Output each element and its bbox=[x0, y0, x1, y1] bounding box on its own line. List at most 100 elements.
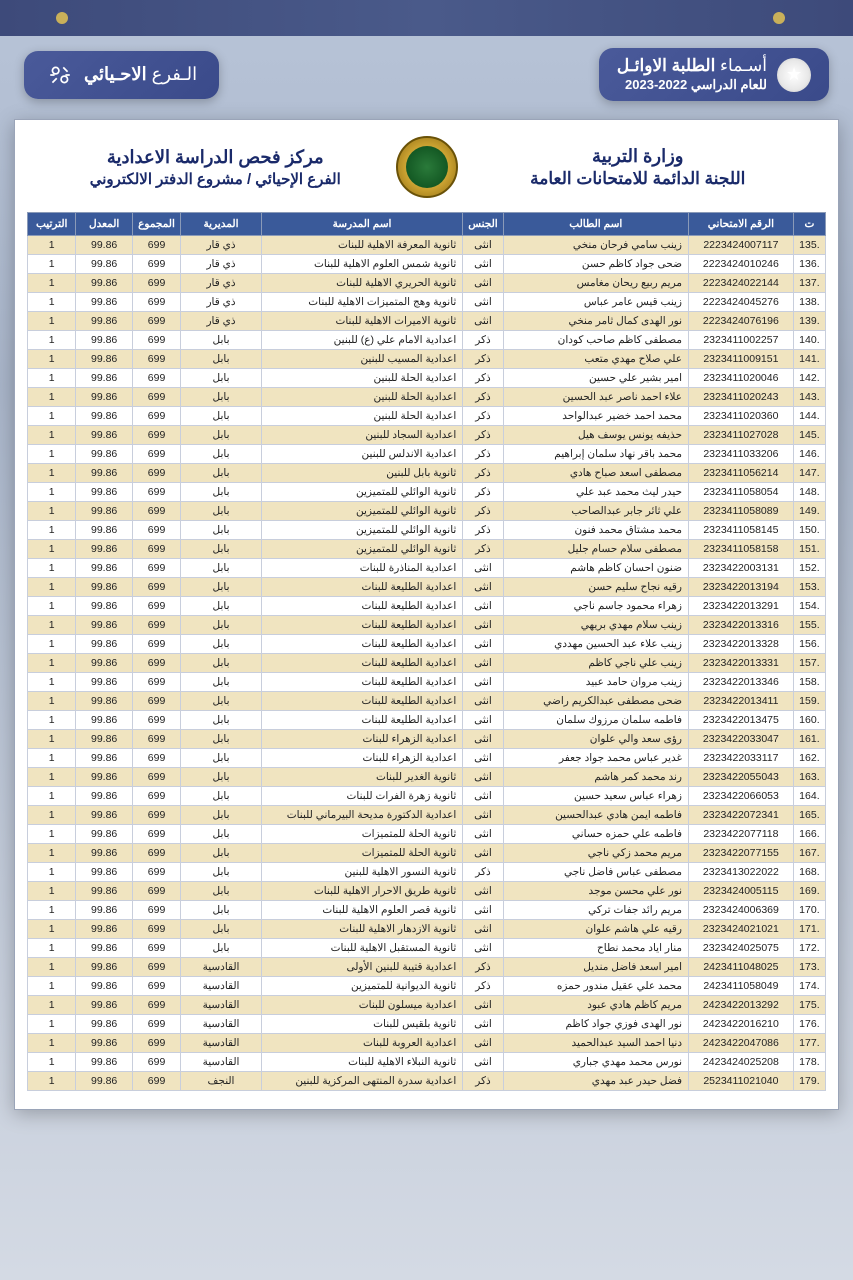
cell-rank: 1 bbox=[28, 749, 76, 768]
cell-name: ضنون احسان كاظم هاشم bbox=[503, 559, 688, 578]
cell-rank: 1 bbox=[28, 882, 76, 901]
cell-name: رؤى سعد والي علوان bbox=[503, 730, 688, 749]
table-row: .1662323422077118فاطمه علي حمزه حسانيانث… bbox=[28, 825, 826, 844]
cell-gender: انثى bbox=[463, 768, 503, 787]
cell-seq: .146 bbox=[793, 445, 825, 464]
cell-gender: ذكر bbox=[463, 977, 503, 996]
table-row: .1772423422047086دنيا احمد السيد عبدالحم… bbox=[28, 1034, 826, 1053]
cell-gender: ذكر bbox=[463, 863, 503, 882]
cell-total: 699 bbox=[132, 312, 180, 331]
cell-rank: 1 bbox=[28, 806, 76, 825]
cell-school: ثانوية الغدير للبنات bbox=[261, 768, 463, 787]
table-body: .1352223424007117زينب سامي فرحان منخيانث… bbox=[28, 236, 826, 1091]
cell-rank: 1 bbox=[28, 939, 76, 958]
cell-exam: 2223424022144 bbox=[689, 274, 794, 293]
table-row: .1742423411058049محمد علي عقيل مندور حمز… bbox=[28, 977, 826, 996]
cell-exam: 2323422013291 bbox=[689, 597, 794, 616]
cell-dir: بابل bbox=[181, 521, 262, 540]
table-row: .1522323422003131ضنون احسان كاظم هاشمانث… bbox=[28, 559, 826, 578]
cell-seq: .143 bbox=[793, 388, 825, 407]
cell-rank: 1 bbox=[28, 825, 76, 844]
branch-banner: الـفرع الاحـيائي bbox=[24, 51, 219, 99]
cell-gender: انثى bbox=[463, 559, 503, 578]
cell-school: ثانوية وهج المتميزات الاهلية للبنات bbox=[261, 293, 463, 312]
branch-text: الـفرع الاحـيائي bbox=[84, 64, 197, 85]
cell-school: ثانوية المعرفة الاهلية للبنات bbox=[261, 236, 463, 255]
cell-dir: ذي قار bbox=[181, 293, 262, 312]
cell-gender: ذكر bbox=[463, 369, 503, 388]
table-row: .1562323422013328زينب علاء عبد الحسين مه… bbox=[28, 635, 826, 654]
cell-name: مصطفى سلام حسام جليل bbox=[503, 540, 688, 559]
cell-seq: .166 bbox=[793, 825, 825, 844]
cell-exam: 2323422072341 bbox=[689, 806, 794, 825]
branch-bold: الاحـيائي bbox=[84, 64, 147, 84]
cell-total: 699 bbox=[132, 540, 180, 559]
cell-avg: 99.86 bbox=[76, 977, 132, 996]
cell-total: 699 bbox=[132, 768, 180, 787]
cell-exam: 2323411002257 bbox=[689, 331, 794, 350]
cell-seq: .145 bbox=[793, 426, 825, 445]
cell-seq: .149 bbox=[793, 502, 825, 521]
cell-name: زينب قيس عامر عباس bbox=[503, 293, 688, 312]
cell-total: 699 bbox=[132, 977, 180, 996]
cell-seq: .152 bbox=[793, 559, 825, 578]
cell-total: 699 bbox=[132, 711, 180, 730]
students-table: ت الرقم الامتحاني اسم الطالب الجنس اسم ا… bbox=[27, 212, 826, 1091]
cell-school: اعدادية سدرة المنتهى المركزية للبنين bbox=[261, 1072, 463, 1091]
cell-total: 699 bbox=[132, 597, 180, 616]
cell-exam: 2323422013411 bbox=[689, 692, 794, 711]
cell-gender: ذكر bbox=[463, 445, 503, 464]
title-banner: ★ أسـماء الطلبة الاوائـل للعام الدراسي 2… bbox=[599, 48, 829, 101]
table-row: .1432323411020243علاء احمد ناصر عبد الحس… bbox=[28, 388, 826, 407]
cell-total: 699 bbox=[132, 1072, 180, 1091]
cell-avg: 99.86 bbox=[76, 502, 132, 521]
table-row: .1542323422013291زهراء محمود جاسم ناجيان… bbox=[28, 597, 826, 616]
table-row: .1572323422013331زينب علي ناجي كاظمانثىا… bbox=[28, 654, 826, 673]
cell-gender: ذكر bbox=[463, 388, 503, 407]
table-row: .1762423422016210نور الهدى فوزي جواد كاظ… bbox=[28, 1015, 826, 1034]
cell-total: 699 bbox=[132, 749, 180, 768]
cell-exam: 2323422066053 bbox=[689, 787, 794, 806]
cell-rank: 1 bbox=[28, 293, 76, 312]
cell-dir: بابل bbox=[181, 825, 262, 844]
cell-seq: .171 bbox=[793, 920, 825, 939]
cell-exam: 2323422033047 bbox=[689, 730, 794, 749]
cell-school: ثانوية الحريري الاهلية للبنات bbox=[261, 274, 463, 293]
cell-total: 699 bbox=[132, 407, 180, 426]
cell-total: 699 bbox=[132, 958, 180, 977]
cell-avg: 99.86 bbox=[76, 597, 132, 616]
cell-gender: انثى bbox=[463, 673, 503, 692]
cell-dir: بابل bbox=[181, 464, 262, 483]
cell-school: اعدادية الدكتورة مديحة البيرماني للبنات bbox=[261, 806, 463, 825]
cell-name: رند محمد كمر هاشم bbox=[503, 768, 688, 787]
cell-rank: 1 bbox=[28, 977, 76, 996]
table-row: .1732423411048025امير اسعد فاضل منديلذكر… bbox=[28, 958, 826, 977]
cell-rank: 1 bbox=[28, 464, 76, 483]
cell-dir: بابل bbox=[181, 502, 262, 521]
cell-total: 699 bbox=[132, 1053, 180, 1072]
cell-dir: بابل bbox=[181, 711, 262, 730]
cell-rank: 1 bbox=[28, 711, 76, 730]
table-row: .1782423424025208نورس محمد مهدي جباريانث… bbox=[28, 1053, 826, 1072]
cell-seq: .168 bbox=[793, 863, 825, 882]
cell-avg: 99.86 bbox=[76, 711, 132, 730]
cell-rank: 1 bbox=[28, 920, 76, 939]
cell-rank: 1 bbox=[28, 730, 76, 749]
cell-avg: 99.86 bbox=[76, 787, 132, 806]
cell-dir: بابل bbox=[181, 692, 262, 711]
cell-rank: 1 bbox=[28, 635, 76, 654]
cell-total: 699 bbox=[132, 483, 180, 502]
cell-total: 699 bbox=[132, 692, 180, 711]
cell-rank: 1 bbox=[28, 521, 76, 540]
cell-total: 699 bbox=[132, 996, 180, 1015]
cell-exam: 2223424045276 bbox=[689, 293, 794, 312]
cell-rank: 1 bbox=[28, 996, 76, 1015]
cell-name: مصطفى اسعد صباح هادي bbox=[503, 464, 688, 483]
table-row: .1672323422077155مريم محمد زكي ناجيانثىث… bbox=[28, 844, 826, 863]
cell-exam: 2523411021040 bbox=[689, 1072, 794, 1091]
cell-total: 699 bbox=[132, 635, 180, 654]
table-row: .1612323422033047رؤى سعد والي علوانانثىا… bbox=[28, 730, 826, 749]
cell-exam: 2323422013328 bbox=[689, 635, 794, 654]
table-row: .1752423422013292مريم كاظم هادي عبودانثى… bbox=[28, 996, 826, 1015]
cell-school: اعدادية قتيبة للبنين الأولى bbox=[261, 958, 463, 977]
